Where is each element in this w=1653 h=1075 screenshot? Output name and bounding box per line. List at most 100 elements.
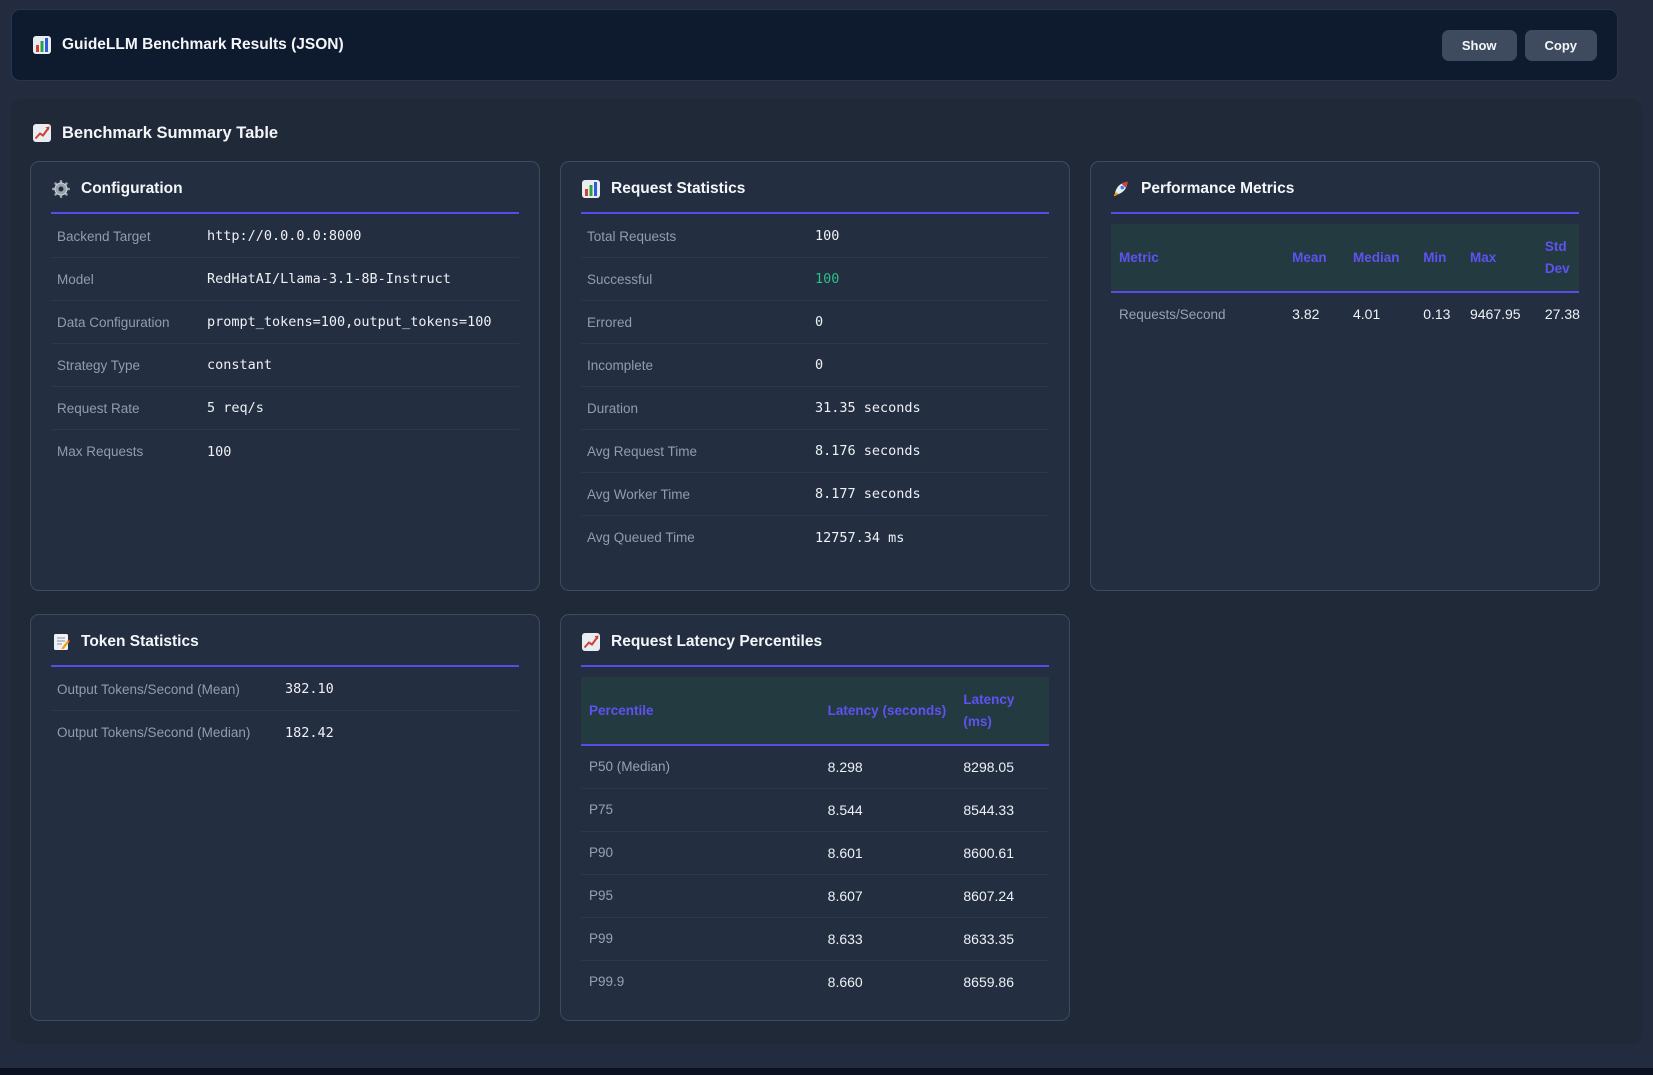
kv-value: 182.42	[285, 724, 334, 741]
kv-label: Avg Worker Time	[587, 486, 691, 502]
cell-latency-ms: 8298.05	[955, 745, 1049, 789]
section-title: Benchmark Summary Table	[62, 123, 279, 142]
table-row-p99-9: P99.9 8.660 8659.86	[581, 960, 1049, 1003]
kv-label: Successful	[587, 271, 653, 287]
kv-value: 8.177 seconds	[815, 486, 921, 502]
kv-label: Model	[57, 271, 94, 287]
col-header-min: Min	[1415, 224, 1462, 294]
col-header-std-dev: Std Dev	[1536, 224, 1579, 294]
show-button[interactable]: Show	[1441, 29, 1517, 61]
stat-row-avg-worker-time: Avg Worker Time 8.177 seconds	[581, 473, 1049, 516]
token-statistics-list: Output Tokens/Second (Mean) 382.10 Outpu…	[51, 668, 519, 754]
kv-label: Strategy Type	[57, 357, 141, 373]
cell-percentile: P95	[581, 874, 820, 918]
kv-label: Avg Queued Time	[587, 530, 695, 545]
performance-metrics-table-header: Metric Mean Median Min Max Std Dev	[1111, 224, 1579, 294]
latency-percentiles-table: Percentile Latency (seconds) Latency (ms…	[581, 677, 1049, 1003]
cell-percentile: P99.9	[589, 974, 625, 990]
kv-value: 100	[207, 443, 232, 460]
latency-percentiles-card-header: Request Latency Percentiles	[581, 632, 1049, 667]
kv-label: Output Tokens/Second (Mean)	[57, 681, 240, 697]
table-row-requests-per-second: Requests/Second 3.82 4.01 0.13 9467.95 2…	[1111, 292, 1580, 335]
kv-label: Duration	[587, 400, 639, 416]
kv-label: Data Configuration	[57, 314, 170, 330]
cell-latency-seconds: 8.660	[827, 973, 863, 990]
performance-metrics-card-title: Performance Metrics	[1141, 180, 1295, 197]
cell-percentile: P50 (Median)	[581, 745, 820, 789]
memo-icon	[51, 632, 71, 652]
kv-value: constant	[207, 357, 273, 373]
page-title: GuideLLM Benchmark Results (JSON)	[62, 36, 344, 53]
stat-row-incomplete: Incomplete 0	[581, 344, 1049, 387]
kv-label: Output Tokens/Second (Median)	[57, 725, 251, 740]
kv-value: http://0.0.0.0:8000	[207, 228, 362, 244]
kv-value: prompt_tokens=100,output_tokens=100	[207, 314, 492, 330]
cell-percentile: P90	[581, 831, 820, 875]
bar-chart-icon	[581, 179, 601, 199]
kv-value: 12757.34 ms	[815, 529, 905, 546]
config-row-data-configuration: Data Configuration prompt_tokens=100,out…	[51, 301, 519, 344]
cell-latency-seconds: 8.298	[819, 745, 956, 789]
rocket-icon	[1111, 179, 1131, 199]
col-header-latency-ms: Latency (ms)	[955, 677, 1049, 747]
stat-row-successful: Successful 100	[581, 258, 1049, 301]
cell-percentile: P75	[581, 788, 820, 832]
table-row-p90: P90 8.601 8600.61	[581, 831, 1049, 875]
kv-value: 100	[815, 228, 840, 244]
table-row-p99: P99 8.633 8633.35	[581, 917, 1049, 961]
cell-latency-seconds: 8.633	[819, 917, 956, 961]
token-statistics-card-header: Token Statistics	[51, 632, 519, 667]
kv-value: 382.10	[285, 681, 334, 697]
token-statistics-card: Token Statistics Output Tokens/Second (M…	[30, 614, 540, 1021]
cell-latency-ms: 8544.33	[955, 788, 1049, 832]
request-statistics-card-header: Request Statistics	[581, 179, 1049, 214]
cell-mean: 3.82	[1292, 306, 1320, 323]
request-statistics-card-title: Request Statistics	[611, 180, 746, 197]
cell-std-dev: 27.38	[1544, 306, 1580, 323]
cell-latency-ms: 8633.35	[955, 917, 1049, 961]
cards-row-top: Configuration Backend Target http://0.0.…	[30, 161, 1642, 591]
stat-row-avg-queued-time: Avg Queued Time 12757.34 ms	[581, 516, 1049, 559]
cell-latency-ms: 8607.24	[955, 874, 1049, 918]
copy-button[interactable]: Copy	[1524, 29, 1597, 61]
configuration-list: Backend Target http://0.0.0.0:8000 Model…	[51, 215, 519, 473]
request-statistics-card: Request Statistics Total Requests 100 Su…	[560, 161, 1070, 591]
col-header-metric: Metric	[1111, 224, 1285, 294]
config-row-model: Model RedHatAI/Llama-3.1-8B-Instruct	[51, 258, 519, 301]
stat-row-avg-request-time: Avg Request Time 8.176 seconds	[581, 430, 1049, 473]
configuration-card: Configuration Backend Target http://0.0.…	[30, 161, 540, 591]
latency-percentiles-card: Request Latency Percentiles Percentile L…	[560, 614, 1070, 1021]
kv-value: 31.35 seconds	[815, 400, 921, 416]
main-section: Benchmark Summary Table	[11, 99, 1642, 1044]
kv-value: RedHatAI/Llama-3.1-8B-Instruct	[207, 271, 451, 287]
config-row-strategy-type: Strategy Type constant	[51, 344, 519, 387]
token-row-output-mean: Output Tokens/Second (Mean) 382.10	[51, 668, 519, 711]
table-row-p75: P75 8.544 8544.33	[581, 788, 1049, 832]
col-header-max: Max	[1461, 224, 1537, 294]
performance-metrics-card-header: Performance Metrics	[1111, 179, 1579, 214]
bottom-edge-strip	[0, 1068, 1653, 1075]
cell-max: 9467.95	[1469, 306, 1521, 323]
col-header-median: Median	[1345, 224, 1416, 294]
kv-label: Errored	[587, 314, 633, 330]
stat-row-total-requests: Total Requests 100	[581, 215, 1049, 258]
configuration-card-header: Configuration	[51, 179, 519, 214]
cell-latency-seconds: 8.601	[819, 831, 956, 875]
token-statistics-card-title: Token Statistics	[81, 633, 199, 650]
latency-percentiles-table-header: Percentile Latency (seconds) Latency (ms…	[581, 677, 1049, 747]
table-row-p50: P50 (Median) 8.298 8298.05	[581, 745, 1049, 789]
stat-row-duration: Duration 31.35 seconds	[581, 387, 1049, 430]
top-bar-title-group: GuideLLM Benchmark Results (JSON)	[32, 35, 1434, 55]
latency-percentiles-card-title: Request Latency Percentiles	[611, 633, 823, 650]
kv-value: 8.176 seconds	[815, 443, 921, 459]
cell-latency-ms: 8600.61	[955, 831, 1049, 875]
performance-metrics-card: Performance Metrics Metric Mean Median M…	[1090, 161, 1600, 591]
performance-metrics-table: Metric Mean Median Min Max Std Dev Reque…	[1111, 224, 1580, 335]
col-header-latency-seconds: Latency (seconds)	[819, 677, 956, 747]
col-header-mean: Mean	[1284, 224, 1345, 294]
kv-value: 5 req/s	[207, 400, 264, 416]
chart-increasing-icon	[32, 123, 52, 143]
chart-increasing-icon	[581, 632, 601, 652]
cell-min: 0.13	[1423, 306, 1451, 323]
kv-label: Max Requests	[57, 444, 144, 459]
